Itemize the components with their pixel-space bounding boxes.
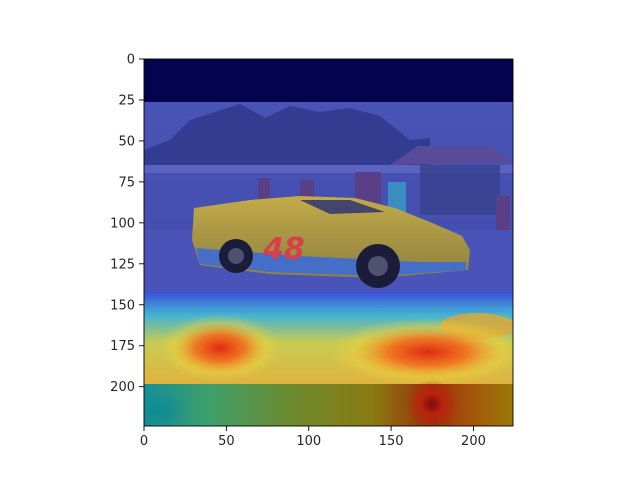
x-tick-label: 150 (379, 434, 404, 449)
x-tick-label: 50 (218, 434, 235, 449)
tree-line (144, 104, 430, 170)
x-tick-label: 100 (296, 434, 321, 449)
y-tick-label: 50 (118, 134, 135, 149)
hotspot-left (158, 314, 282, 382)
hotspot-right (328, 318, 513, 386)
teal-lobe (144, 390, 190, 426)
x-axis: 0 50 100 150 200 (140, 426, 486, 449)
x-tick-label: 200 (461, 434, 486, 449)
tent-body (420, 165, 500, 215)
heat-band-top (144, 59, 513, 102)
x-tick-label: 0 (140, 434, 148, 449)
y-tick-label: 25 (118, 93, 135, 108)
tent (390, 146, 512, 165)
hotspot-bottom (406, 380, 458, 426)
car-number: 48 (262, 232, 305, 267)
y-tick-label: 175 (110, 339, 135, 354)
race-car: 48 (192, 196, 470, 288)
plot-area: 48 (144, 59, 513, 426)
spectators (258, 172, 510, 236)
axes-frame (143, 58, 514, 427)
y-tick-label: 0 (127, 53, 135, 68)
y-axis: 0 25 50 75 100 125 150 175 200 (110, 53, 144, 395)
y-tick-label: 125 (110, 257, 135, 272)
y-tick-label: 75 (118, 175, 135, 190)
y-tick-label: 150 (110, 298, 135, 313)
y-tick-label: 200 (110, 380, 135, 395)
track-wall (144, 165, 513, 173)
y-tick-label: 100 (110, 216, 135, 231)
